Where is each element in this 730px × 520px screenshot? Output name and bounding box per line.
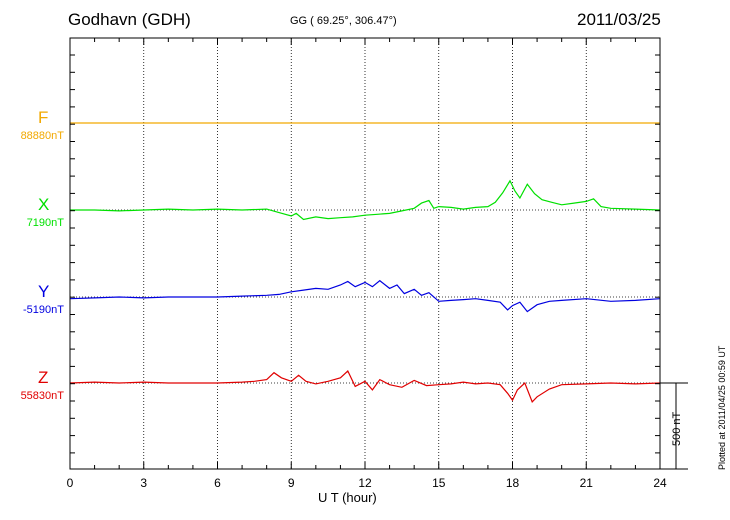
station-title: Godhavn (GDH) [68,10,191,29]
scale-bar-label: 500 nT [671,411,683,446]
scale-bar [660,382,688,470]
station-coords: GG ( 69.25°, 306.47°) [290,15,397,27]
series-line-z [69,370,661,403]
series-name-f: F [38,108,49,127]
x-tick-label: 6 [214,476,221,490]
x-tick-label: 9 [287,476,295,490]
series-line-x [70,179,661,221]
series-name-z: Z [38,368,49,387]
baseline-value-f: 88880nT [20,130,64,142]
baseline-value-z: 55830nT [20,390,64,402]
x-tick-label: 12 [358,476,372,490]
baseline-value-y: -5190nT [23,304,64,316]
baseline-value-x: 7190nT [26,217,64,229]
x-tick-label: 3 [140,476,148,490]
series-layer [69,122,661,403]
series-line-y [69,279,661,313]
x-tick-label: 0 [66,476,74,490]
x-tick-label: 18 [505,476,520,490]
grid-layer [143,38,587,469]
series-name-x: X [38,195,50,214]
plotted-timestamp: Plotted at 2011/04/25 00:59 UT [717,345,727,470]
series-name-y: Y [38,282,50,301]
x-tick-label: 24 [653,476,667,490]
x-tick-label: 21 [579,476,593,490]
x-tick-label: 15 [432,476,446,490]
plot-date: 2011/03/25 [577,10,661,29]
tick-layer [69,38,661,469]
x-axis-label: U T (hour) [318,490,377,505]
